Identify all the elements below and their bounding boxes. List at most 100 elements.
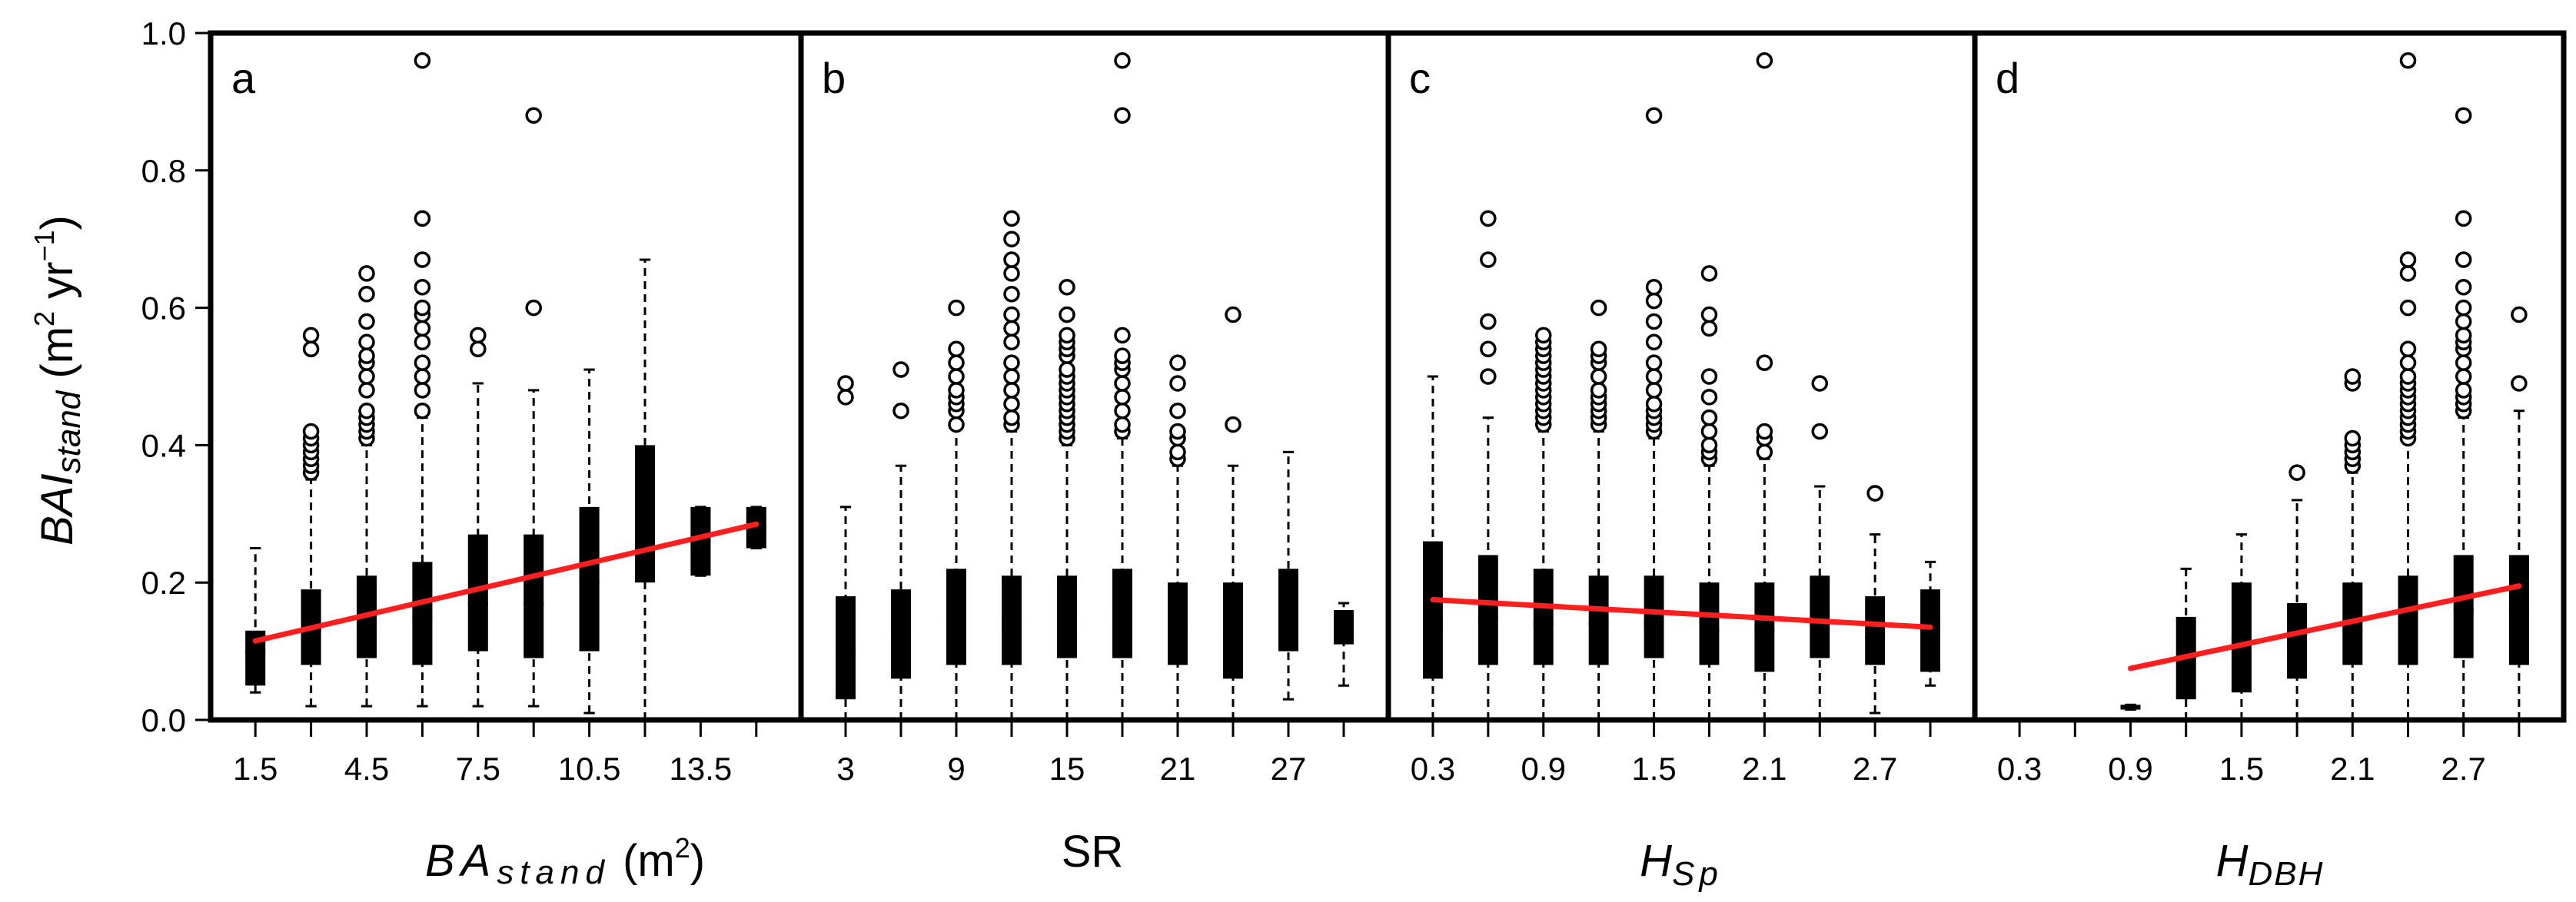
outlier-b-5-8	[1114, 327, 1131, 344]
outlier-c-6-3	[1756, 354, 1773, 371]
box-body-a-3	[412, 562, 433, 665]
outlier-b-6-1	[1169, 443, 1186, 461]
outlier-b-1-1	[892, 361, 909, 378]
outlier-b-3-1	[1003, 409, 1020, 426]
y-axis-title: BAIstand (m2 yr−1)	[28, 215, 88, 546]
box-a-4	[467, 327, 488, 708]
box-a-1	[301, 327, 321, 708]
outlier-c-1-0	[1480, 368, 1497, 385]
outlier-b-2-7	[948, 340, 965, 357]
outlier-c-4-8	[1645, 333, 1663, 351]
outlier-a-1-7	[302, 340, 320, 357]
box-c-2	[1533, 327, 1554, 721]
y-axis-title-unit-mid: yr	[32, 262, 82, 311]
outlier-a-2-5	[358, 382, 375, 399]
outlier-b-5-3	[1114, 389, 1131, 406]
outlier-b-5-4	[1114, 375, 1131, 392]
outlier-a-3-4	[414, 333, 431, 351]
outlier-a-4-1	[470, 327, 487, 344]
outlier-b-1-0	[892, 402, 909, 419]
box-body-b-1	[891, 589, 911, 679]
box-c-1	[1477, 210, 1498, 721]
outlier-b-5-7	[1114, 347, 1131, 364]
outlier-b-4-14	[1059, 327, 1075, 344]
box-a-6	[579, 368, 600, 715]
box-b-4	[1057, 279, 1077, 721]
y-tick-label-5: 1.0	[141, 15, 186, 51]
box-d-4	[2342, 368, 2363, 721]
x-axis-title-a-main: BA	[425, 836, 497, 886]
panel-a: a 1.5 4.5 7.5 10.5 13.5	[208, 30, 804, 787]
x-axis-title-a-sub: stand	[497, 854, 610, 891]
outlier-d-7-1	[2511, 306, 2528, 323]
outlier-d-6-10	[2455, 299, 2472, 317]
box-body-c-3	[1588, 575, 1609, 665]
outlier-c-5-5	[1700, 389, 1718, 406]
outlier-b-2-6	[948, 354, 965, 371]
outlier-b-5-10	[1114, 52, 1131, 69]
box-body-b-4	[1057, 575, 1077, 658]
outlier-b-3-13	[1003, 210, 1020, 227]
trend-line-c	[1430, 597, 1933, 630]
outlier-b-2-4	[948, 382, 965, 399]
box-body-a-7	[634, 445, 656, 583]
box-body-b-2	[946, 569, 966, 665]
outlier-c-5-8	[1700, 306, 1718, 323]
x-axis-title-d-main: H	[2216, 836, 2249, 886]
outlier-c-3-6	[1590, 368, 1607, 385]
outlier-b-3-5	[1003, 354, 1020, 371]
x-tick-label-b-3: 21	[1160, 751, 1196, 787]
outlier-b-2-8	[948, 299, 965, 317]
y-axis: 0.0 0.2 0.4 0.6 0.8 1.0	[141, 15, 212, 738]
box-b-8	[1278, 450, 1298, 701]
outlier-d-6-14	[2455, 107, 2472, 124]
outlier-b-6-4	[1169, 402, 1186, 419]
outlier-a-2-10	[358, 313, 375, 330]
outlier-c-4-11	[1645, 279, 1663, 296]
outlier-c-5-4	[1700, 409, 1718, 426]
box-body-d-3	[2287, 603, 2308, 679]
box-body-b-7	[1223, 582, 1243, 679]
outlier-d-6-5	[2455, 354, 2472, 371]
outlier-c-1-2	[1480, 313, 1497, 330]
outlier-c-3-10	[1590, 299, 1607, 317]
outlier-c-6-0	[1756, 443, 1773, 461]
box-b-7	[1223, 306, 1243, 721]
y-axis-title-unit-sup2: −1	[28, 230, 60, 261]
outlier-b-3-8	[1003, 306, 1020, 323]
x-axis-title-c-sub: Sp	[1672, 855, 1723, 893]
outlier-c-4-7	[1645, 354, 1663, 371]
outlier-b-3-7	[1003, 320, 1020, 337]
outlier-d-7-0	[2511, 375, 2528, 392]
outlier-c-4-9	[1645, 313, 1663, 330]
box-b-6	[1168, 354, 1188, 721]
box-b-9	[1334, 602, 1354, 687]
outlier-d-5-9	[2399, 368, 2417, 385]
box-body-b-5	[1112, 569, 1132, 658]
outlier-a-3-1	[414, 382, 431, 399]
outlier-a-5-1	[525, 107, 542, 124]
outlier-a-2-8	[358, 347, 375, 364]
outlier-d-6-12	[2455, 251, 2472, 268]
box-body-c-9	[1920, 589, 1940, 672]
box-c-4	[1644, 107, 1664, 721]
outlier-b-3-6	[1003, 333, 1020, 351]
x-axis-title-a-unit-close: )	[690, 836, 705, 886]
box-body-a-6	[579, 506, 600, 652]
box-body-b-8	[1278, 569, 1298, 652]
outlier-a-4-0	[470, 340, 487, 357]
box-body-d-5	[2398, 575, 2418, 665]
outlier-c-5-6	[1700, 368, 1718, 385]
outlier-a-3-9	[414, 251, 431, 268]
box-d-2	[2231, 533, 2252, 721]
outlier-b-2-5	[948, 368, 965, 385]
box-c-9	[1920, 560, 1940, 687]
outlier-b-3-4	[1003, 368, 1020, 385]
x-tick-label-c-2: 1.5	[1631, 751, 1676, 787]
x-tick-label-b-0: 3	[836, 751, 854, 787]
outlier-d-3-0	[2288, 464, 2305, 481]
y-axis-title-unit-open: (m	[32, 327, 82, 391]
box-b-2	[946, 299, 966, 721]
outlier-d-4-4	[2344, 429, 2362, 447]
panel-letter-b: b	[822, 54, 846, 102]
